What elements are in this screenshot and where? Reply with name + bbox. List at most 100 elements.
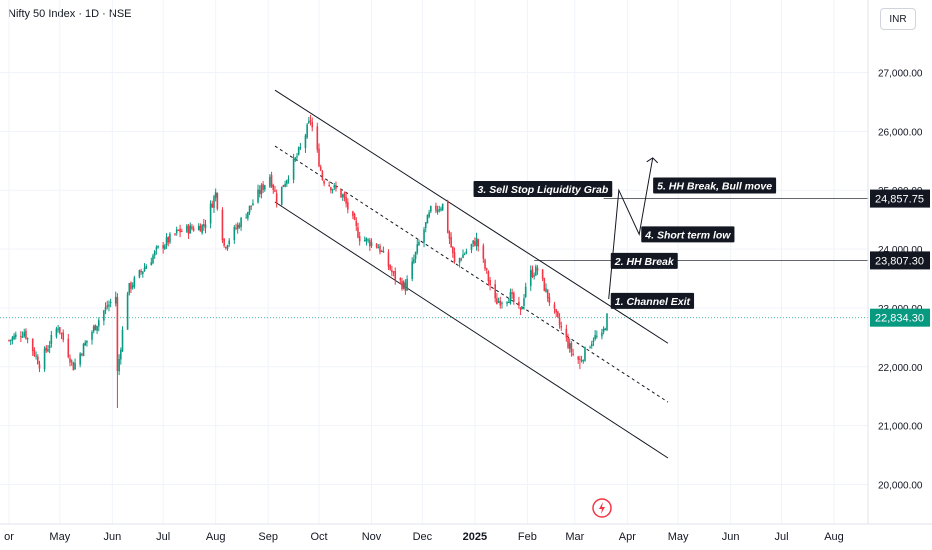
price-tag-box xyxy=(870,308,930,327)
candle-body xyxy=(347,202,349,210)
annotation-note: 2. HH Break xyxy=(610,252,678,269)
candle-body xyxy=(191,226,193,229)
candle-body xyxy=(203,224,205,227)
candle-body xyxy=(557,311,559,317)
candle-body xyxy=(558,317,561,325)
x-tick-label: or xyxy=(4,531,14,543)
candle-body xyxy=(235,227,237,229)
candle-body xyxy=(367,239,369,241)
candle-body xyxy=(506,302,508,304)
candle-body xyxy=(25,330,27,339)
candle-body xyxy=(20,336,22,338)
candle-body xyxy=(201,224,203,234)
candle-body xyxy=(287,179,290,181)
annotation-text: 4. Short term low xyxy=(644,229,731,241)
candle-body xyxy=(594,335,596,340)
candle-body xyxy=(304,135,307,149)
candle-body xyxy=(440,208,442,211)
candle-body xyxy=(321,171,324,180)
candle-body xyxy=(294,157,297,161)
candle-body xyxy=(308,121,310,123)
y-tick-label: 27,000.00 xyxy=(878,69,923,80)
price-tag: 23,807.30 xyxy=(870,251,930,270)
candle-body xyxy=(199,225,202,232)
candle-body xyxy=(519,307,522,311)
candle-body xyxy=(197,225,200,231)
candle-body xyxy=(175,229,178,233)
candle-body xyxy=(38,364,41,369)
candle-body xyxy=(523,298,525,306)
candle-body xyxy=(157,245,159,248)
candle-body xyxy=(69,358,71,363)
candle-body xyxy=(497,301,500,303)
candle-body xyxy=(487,271,490,282)
candle-body xyxy=(394,270,397,280)
candle-body xyxy=(247,211,249,219)
candle-body xyxy=(180,231,183,233)
candle-body xyxy=(438,209,441,211)
candle-body xyxy=(48,345,51,349)
y-tick-label: 26,000.00 xyxy=(878,127,923,138)
candle-body xyxy=(103,310,105,321)
candle-body xyxy=(606,313,608,331)
candle-body xyxy=(555,309,557,313)
candle-body xyxy=(128,283,131,294)
annotation-note: 3. Sell Stop Liquidity Grab xyxy=(473,181,613,198)
candle-body xyxy=(331,189,334,191)
candle-body xyxy=(70,360,73,362)
candle-body xyxy=(120,349,122,360)
candle-body xyxy=(392,271,395,273)
candle-body xyxy=(570,343,573,353)
candle-body xyxy=(370,242,373,247)
candle-body xyxy=(418,241,420,246)
candle-body xyxy=(592,340,595,343)
candle-body xyxy=(169,233,171,243)
candle-body xyxy=(548,297,551,303)
candle-body xyxy=(150,262,153,266)
candle-body xyxy=(9,339,12,341)
candle-body xyxy=(536,268,539,271)
annotation-text: 1. Channel Exit xyxy=(615,296,691,308)
candle-body xyxy=(269,176,271,187)
candle-body xyxy=(363,240,366,242)
candle-body xyxy=(67,338,70,358)
candle-body xyxy=(121,329,124,352)
candle-body xyxy=(262,184,264,190)
candle-body xyxy=(165,237,168,246)
candle-body xyxy=(424,222,427,228)
candle-body xyxy=(496,298,498,305)
candle-body xyxy=(353,214,356,220)
currency-button[interactable]: INR xyxy=(880,8,916,30)
candle-body xyxy=(352,211,354,216)
projection-path-line xyxy=(608,157,654,300)
annotation-note: 5. HH Break, Bull move xyxy=(653,177,777,194)
candle-body xyxy=(8,340,10,342)
x-axis: or May Jun Jul Aug Sep Oct Nov Dec 2025 Feb Mar Apr M… xyxy=(0,523,932,543)
candles xyxy=(8,114,608,408)
candle-body xyxy=(284,184,286,187)
candle-body xyxy=(330,187,332,191)
candle-body xyxy=(355,220,358,227)
candle-body xyxy=(228,240,231,245)
annotation-text: 2. HH Break xyxy=(614,256,675,268)
candle-body xyxy=(91,331,93,340)
candle-body xyxy=(518,301,520,306)
x-tick-label: Nov xyxy=(362,531,382,543)
x-tick-label: Sep xyxy=(258,531,278,543)
candle-body xyxy=(309,120,312,122)
x-tick-label: Dec xyxy=(413,531,433,543)
candle-body xyxy=(209,203,212,224)
candle-body xyxy=(297,147,300,155)
replay-icon[interactable] xyxy=(592,498,612,518)
candle-body xyxy=(565,328,568,338)
candle-body xyxy=(13,335,15,339)
candle-body xyxy=(411,261,413,279)
candle-body xyxy=(414,252,417,259)
candle-body xyxy=(47,348,49,352)
candle-body xyxy=(142,271,144,274)
candle-body xyxy=(143,267,146,272)
candle-body xyxy=(155,247,158,250)
candle-body xyxy=(131,285,134,288)
candle-body xyxy=(343,193,346,198)
